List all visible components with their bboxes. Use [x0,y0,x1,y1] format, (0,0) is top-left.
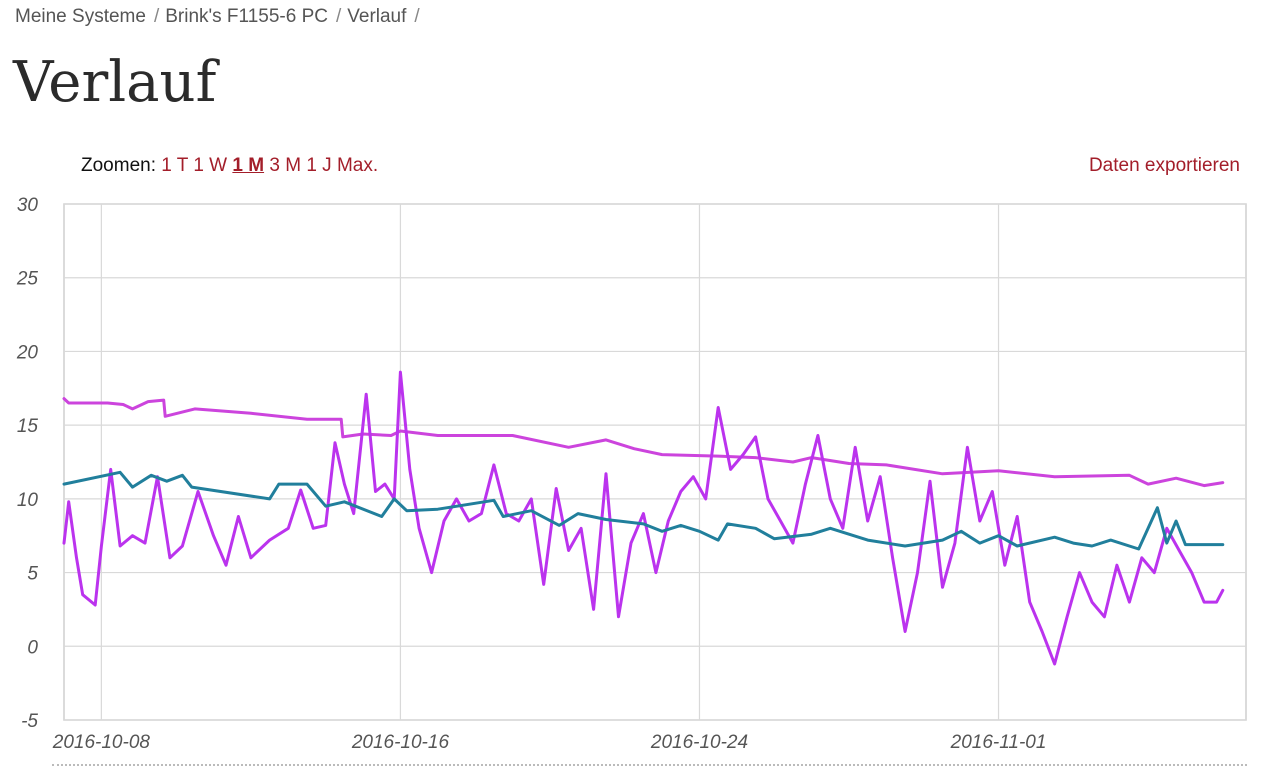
y-tick-label: 0 [27,637,38,658]
y-tick-label: 30 [17,195,39,216]
series-line-magenta [62,397,1225,488]
divider [52,764,1247,766]
zoom-option-3-months[interactable]: 3 M [269,155,302,176]
zoom-option-1-day[interactable]: 1 T [161,155,189,176]
zoom-option-1-month[interactable]: 1 M [232,155,265,176]
breadcrumb-item-systems[interactable]: Meine Systeme [15,6,146,27]
y-tick-label: -5 [21,711,38,732]
breadcrumb: Meine Systeme / Brink's F1155-6 PC / Verlauf… [15,6,426,28]
zoom-bar: Zoomen: 1 T 1 W 1 M 3 M 1 J Max. [81,155,378,177]
breadcrumb-separator: / [335,6,342,27]
y-tick-label: 20 [16,342,39,363]
export-data-link[interactable]: Daten exportieren [1088,155,1240,176]
zoom-option-1-week[interactable]: 1 W [193,155,228,176]
y-tick-label: 15 [17,416,39,437]
zoom-label: Zoomen: [81,155,156,176]
breadcrumb-item-history[interactable]: Verlauf [347,6,407,27]
y-tick-label: 5 [27,564,38,585]
x-tick-label: 2016-10-24 [650,732,748,753]
y-tick-label: 25 [16,269,39,290]
history-chart: -5 0 5 10 15 20 25 30 2016-10-08 2016-10-16 2016-1… [16,195,1247,753]
breadcrumb-item-device[interactable]: Brink's F1155-6 PC [165,6,328,27]
zoom-option-1-year[interactable]: 1 J [306,155,332,176]
plot-area-frame [63,203,1247,721]
series-line-teal [62,470,1225,551]
series-line-violet [62,370,1225,666]
x-tick-label: 2016-10-16 [351,732,450,753]
zoom-option-max[interactable]: Max. [336,155,379,176]
x-tick-label: 2016-11-01 [950,732,1047,753]
page-title: Verlauf [13,50,217,115]
breadcrumb-separator: / [414,6,420,27]
breadcrumb-separator: / [153,6,160,27]
x-tick-label: 2016-10-08 [52,732,151,753]
y-tick-label: 10 [17,490,39,511]
